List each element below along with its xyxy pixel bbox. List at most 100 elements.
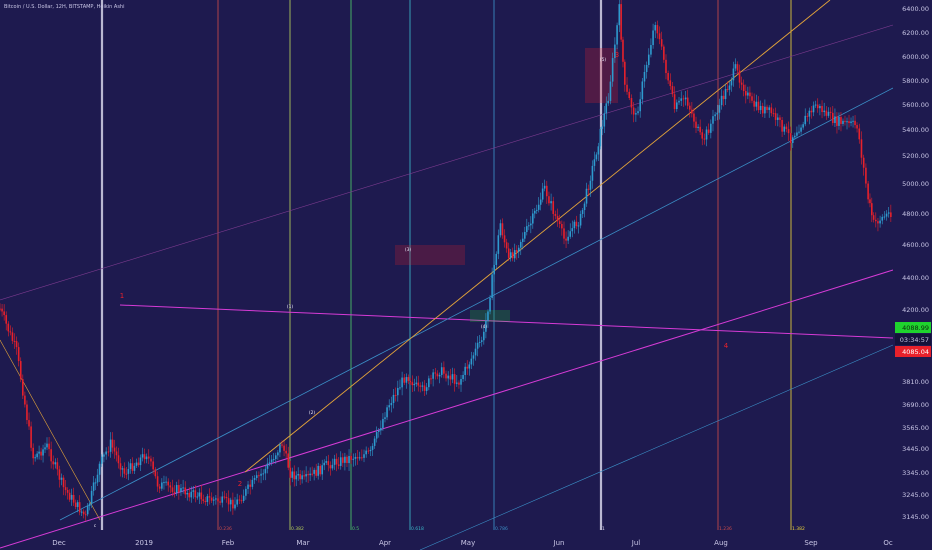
candle-body <box>50 449 52 462</box>
candle-body <box>356 456 359 459</box>
candle-body <box>212 499 215 501</box>
candle-body <box>618 4 621 26</box>
candle-body <box>556 215 559 222</box>
candle-body <box>550 201 552 204</box>
candle-body <box>533 210 536 214</box>
candle-body <box>660 39 663 47</box>
candle-body <box>192 490 195 492</box>
candle-body <box>72 494 75 503</box>
candle-body <box>96 474 99 483</box>
candle-body <box>836 116 838 126</box>
candle-body <box>591 165 594 181</box>
candle-body <box>403 377 406 383</box>
candle-body <box>188 492 191 498</box>
candle-body <box>583 203 586 211</box>
candle-body <box>137 462 140 466</box>
candle-body <box>453 374 456 384</box>
open-price-tag: 4085.04 <box>902 348 929 356</box>
candle-body <box>434 372 437 374</box>
candle-body <box>819 105 821 109</box>
candle-body <box>854 120 856 126</box>
candle-body <box>42 449 44 456</box>
candle-body <box>772 113 775 115</box>
candle-body <box>579 213 582 226</box>
candle-body <box>810 110 813 113</box>
candle-body <box>225 496 228 499</box>
candle-body <box>652 30 654 46</box>
candle-body <box>219 501 221 503</box>
candle-body <box>419 385 422 387</box>
candle-body <box>74 502 77 508</box>
wave-label: 1 <box>120 292 124 300</box>
candle-body <box>485 320 487 332</box>
candle-body <box>158 486 161 489</box>
candle-body <box>204 501 207 503</box>
candle-body <box>630 98 633 108</box>
candle-body <box>641 81 644 100</box>
candle-body <box>133 465 136 471</box>
candle-body <box>54 462 57 465</box>
candle-body <box>628 91 631 99</box>
candle-body <box>161 482 163 489</box>
candle-body <box>297 474 299 476</box>
price-tick-label: 3345.00 <box>902 469 929 477</box>
candle-body <box>315 469 317 476</box>
candle-body <box>223 496 226 498</box>
candle-body <box>823 110 825 113</box>
time-tick-label: Aug <box>714 539 728 547</box>
candle-body <box>589 180 592 190</box>
candle-body <box>493 264 495 275</box>
time-tick-label: Jul <box>631 539 641 547</box>
candle-body <box>196 496 199 498</box>
time-tick-label: May <box>461 539 475 547</box>
candle-body <box>573 221 576 229</box>
candle-body <box>526 226 528 232</box>
time-tick-label: Feb <box>222 539 235 547</box>
price-tick-label: 3145.00 <box>902 513 929 521</box>
candle-body <box>94 482 97 484</box>
candle-body <box>705 129 708 140</box>
candle-body <box>528 225 530 227</box>
candle-body <box>392 394 395 403</box>
candle-body <box>726 89 729 91</box>
candle-body <box>558 221 561 225</box>
candle-body <box>710 123 712 133</box>
candle-body <box>595 154 598 160</box>
candle-body <box>251 479 254 487</box>
candle-body <box>262 473 265 475</box>
candle-body <box>303 475 305 477</box>
candle-body <box>766 106 768 110</box>
candle-body <box>887 212 890 214</box>
candle-body <box>438 374 441 377</box>
orange-trend-line <box>244 0 831 473</box>
fib-time-label: 1 <box>602 526 605 532</box>
candle-body <box>186 492 189 495</box>
candle-body <box>701 132 704 139</box>
blue-channel-line <box>59 87 894 521</box>
price-tick-label: 4800.00 <box>902 210 929 218</box>
candle-body <box>777 117 779 120</box>
candle-body <box>563 228 565 239</box>
candle-body <box>258 475 260 477</box>
candle-body <box>476 342 479 349</box>
time-tick-label: 2019 <box>135 539 153 547</box>
candle-body <box>247 484 249 489</box>
candle-body <box>814 104 817 106</box>
candle-body <box>495 253 498 265</box>
candle-body <box>354 456 357 459</box>
candle-body <box>460 379 462 385</box>
time-axis[interactable]: Dec 2019 Feb Mar Apr May Jun Jul Aug Sep Oc <box>52 539 893 547</box>
candle-body <box>440 367 443 375</box>
candle-body <box>714 114 716 117</box>
candle-body <box>3 311 5 316</box>
candle-body <box>15 341 18 348</box>
candle-body <box>688 105 691 110</box>
candle-body <box>291 471 294 478</box>
candle-body <box>509 252 512 258</box>
candle-body <box>407 377 410 381</box>
candle-body <box>632 107 635 115</box>
candle-body <box>60 477 63 480</box>
candle-body <box>346 456 348 464</box>
price-axis-panel[interactable] <box>893 0 932 530</box>
